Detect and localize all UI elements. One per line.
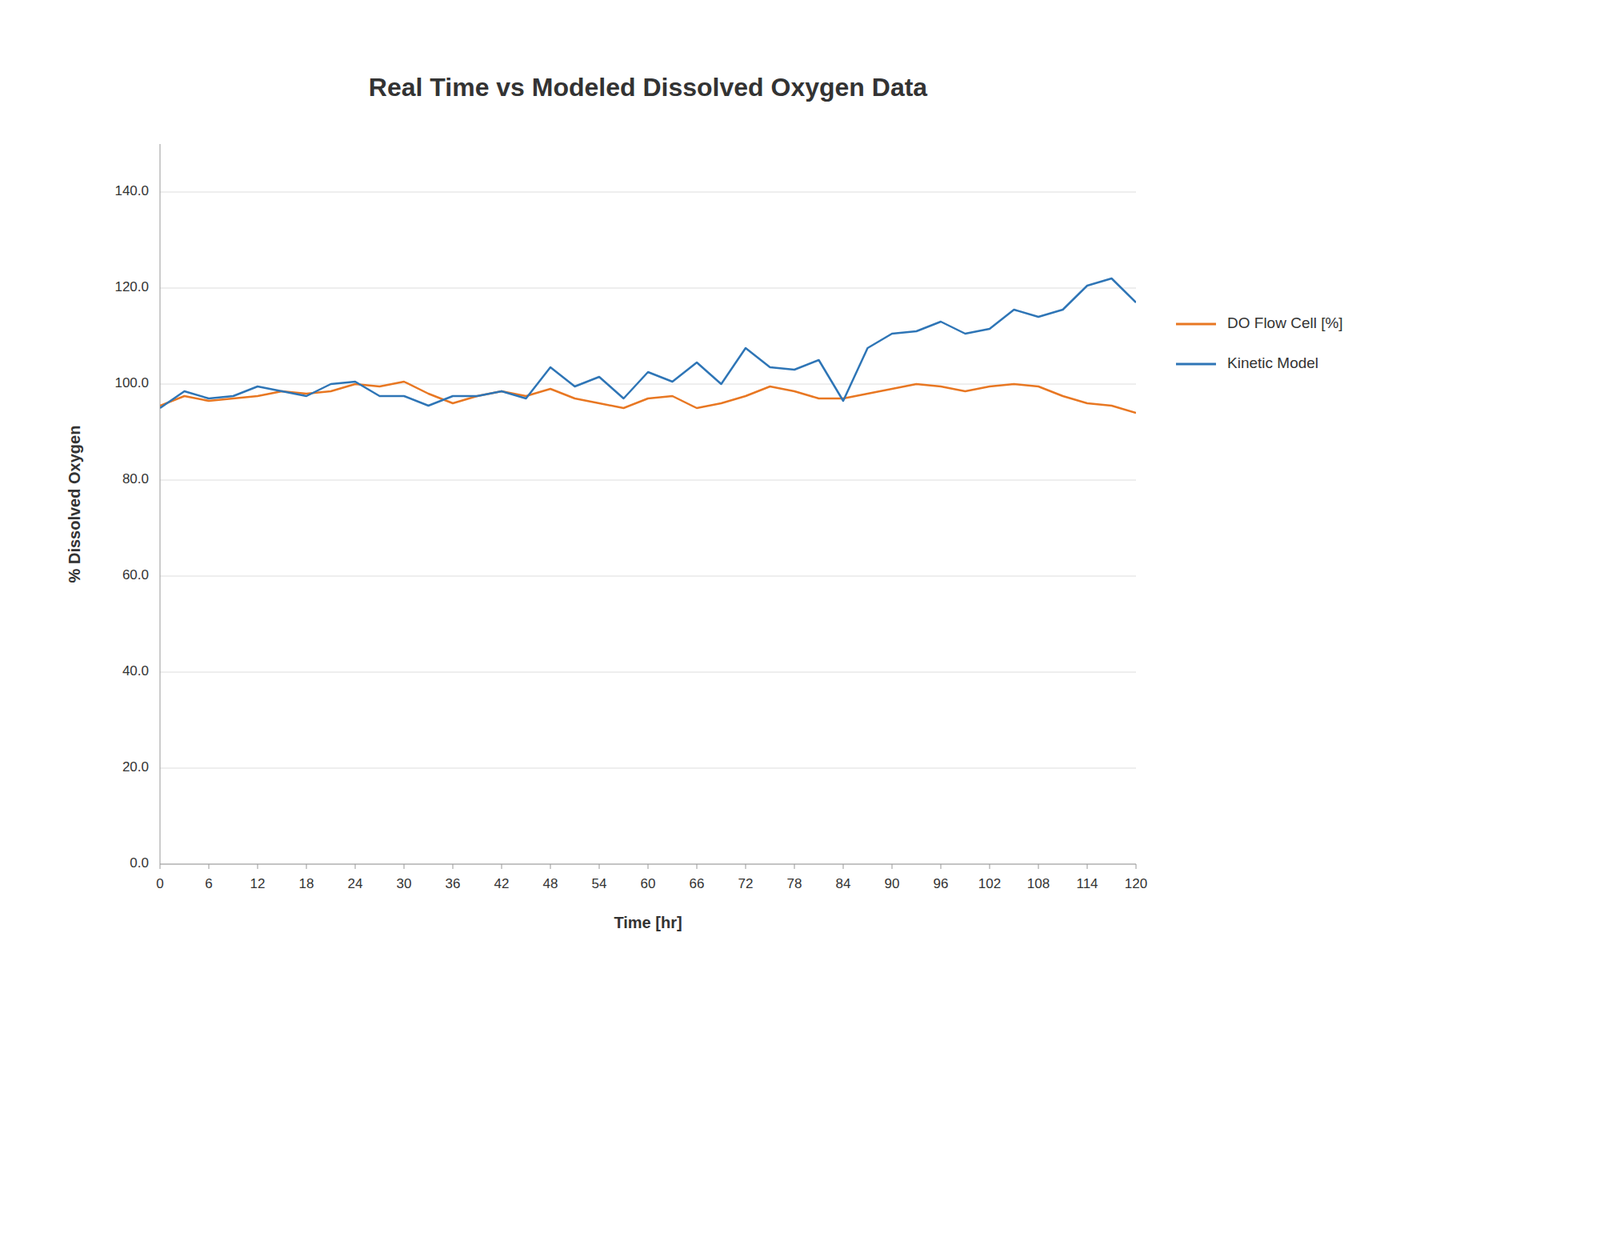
x-tick-label: 66	[689, 876, 705, 892]
grid-line	[160, 672, 1136, 673]
legend-swatch	[1176, 363, 1216, 366]
grid-line	[160, 288, 1136, 289]
x-tick-label: 96	[933, 876, 949, 892]
legend: DO Flow Cell [%] Kinetic Model	[1176, 314, 1344, 372]
chart: Real Time vs Modeled Dissolved Oxygen Da…	[0, 0, 1600, 1241]
x-tick	[940, 864, 942, 869]
x-tick-label: 120	[1124, 876, 1148, 892]
x-tick	[745, 864, 747, 869]
x-tick	[599, 864, 600, 869]
y-axis-line	[160, 144, 161, 864]
x-tick-label: 60	[640, 876, 656, 892]
grid-line	[160, 192, 1136, 193]
x-tick	[1087, 864, 1088, 869]
x-tick-label: 0	[156, 876, 164, 892]
series-line	[160, 278, 1136, 408]
x-tick-label: 48	[543, 876, 559, 892]
y-tick-label: 20.0	[122, 759, 149, 775]
x-tick-label: 108	[1027, 876, 1050, 892]
y-tick-label: 120.0	[114, 279, 149, 295]
x-tick	[892, 864, 893, 869]
x-tick-label: 6	[204, 876, 212, 892]
y-tick-label: 40.0	[122, 663, 149, 679]
y-tick-label: 80.0	[122, 471, 149, 487]
x-tick-label: 54	[592, 876, 608, 892]
x-tick	[355, 864, 356, 869]
x-tick	[794, 864, 796, 869]
grid-line	[160, 480, 1136, 481]
y-axis: 0.0 20.0 40.0 60.0 80.0 100.0 120.0 140.0	[114, 183, 1136, 871]
x-tick-label: 90	[884, 876, 900, 892]
x-tick	[1038, 864, 1040, 869]
y-tick-label: 140.0	[114, 183, 149, 199]
x-tick	[257, 864, 259, 869]
grid-line	[160, 384, 1136, 385]
y-tick-label: 100.0	[114, 375, 149, 391]
x-tick-label: 18	[299, 876, 315, 892]
x-tick-label: 102	[978, 876, 1001, 892]
x-tick	[160, 864, 161, 869]
x-tick-label: 78	[787, 876, 803, 892]
x-tick	[550, 864, 552, 869]
legend-label: Kinetic Model	[1227, 354, 1319, 372]
x-tick-label: 24	[348, 876, 364, 892]
series-line	[160, 381, 1136, 413]
x-axis-label: Time [hr]	[613, 913, 682, 932]
x-axis: 0 6 12 18 24 30 36 42 48 54 60 66 72 78 84 90 96 102 108 11…	[156, 864, 1148, 892]
x-tick-label: 114	[1076, 876, 1098, 892]
grid-line	[160, 768, 1136, 769]
x-tick	[452, 864, 454, 869]
x-tick	[306, 864, 308, 869]
x-tick	[1136, 864, 1137, 869]
x-tick-label: 72	[738, 876, 754, 892]
y-tick-label: 0.0	[129, 855, 149, 871]
legend-swatch	[1176, 323, 1216, 326]
title: Real Time vs Modeled Dissolved Oxygen Da…	[368, 72, 928, 102]
x-tick	[404, 864, 405, 869]
x-tick-label: 42	[494, 876, 510, 892]
x-tick	[208, 864, 210, 869]
x-tick-label: 36	[445, 876, 461, 892]
x-tick	[501, 864, 503, 869]
x-tick	[648, 864, 649, 869]
plot-area	[160, 278, 1136, 413]
x-tick-label: 30	[396, 876, 412, 892]
x-tick	[989, 864, 991, 869]
legend-label: DO Flow Cell [%]	[1227, 314, 1344, 332]
y-axis-label: % Dissolved Oxygen	[65, 425, 84, 584]
grid-line	[160, 576, 1136, 577]
x-tick-label: 84	[836, 876, 852, 892]
y-tick-label: 60.0	[122, 567, 149, 583]
x-tick	[843, 864, 844, 869]
x-tick-label: 12	[250, 876, 266, 892]
x-tick	[696, 864, 698, 869]
